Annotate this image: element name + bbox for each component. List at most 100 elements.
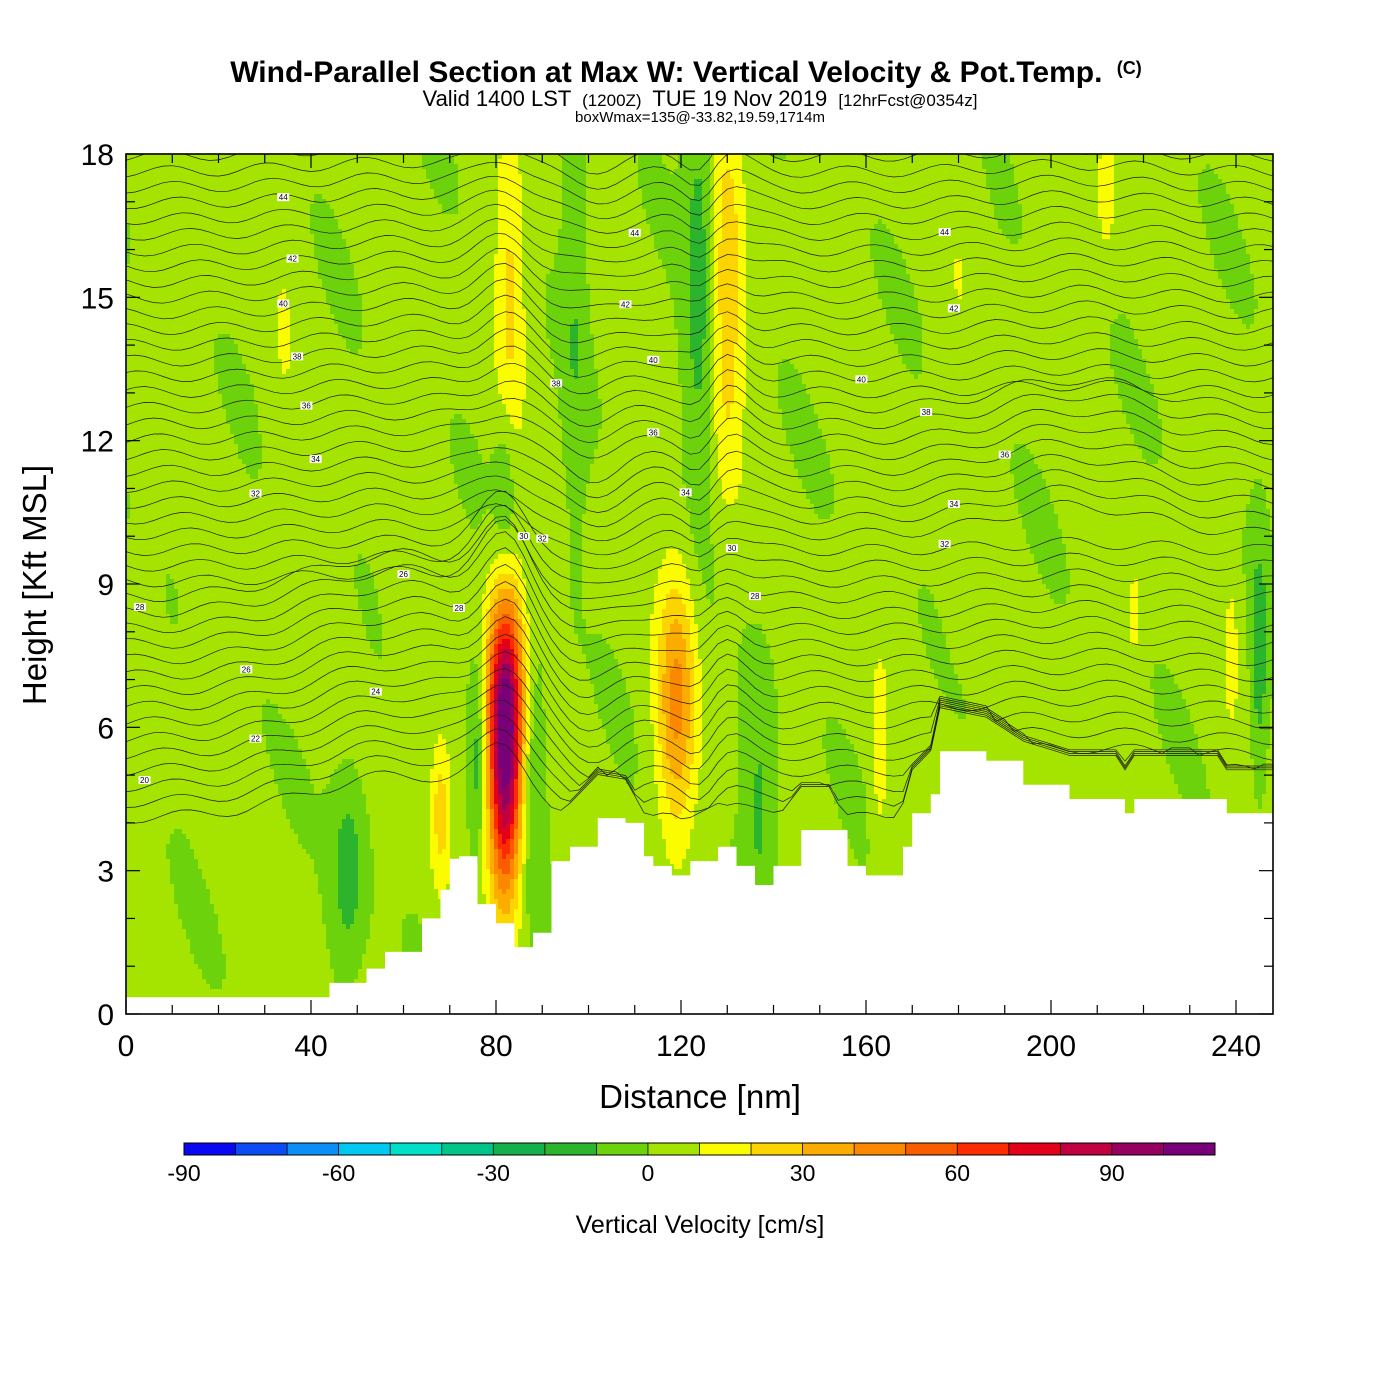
velocity-cell	[126, 974, 203, 980]
velocity-cell	[682, 669, 691, 675]
velocity-cell	[1246, 639, 1255, 645]
velocity-cell	[494, 664, 499, 670]
velocity-cell	[330, 949, 367, 955]
velocity-cell	[914, 294, 959, 300]
velocity-cell	[1114, 369, 1147, 375]
velocity-cell	[582, 529, 691, 535]
velocity-cell	[190, 944, 223, 950]
velocity-cell	[738, 239, 747, 245]
velocity-cell	[514, 864, 519, 870]
colorbar-swatch	[1163, 1143, 1216, 1155]
velocity-cell	[514, 774, 519, 780]
velocity-cell	[322, 909, 343, 915]
velocity-cell	[358, 834, 371, 840]
velocity-cell	[710, 354, 715, 360]
velocity-cell	[166, 844, 191, 850]
velocity-cell	[878, 284, 915, 290]
velocity-cell	[694, 374, 703, 380]
velocity-cell	[558, 414, 603, 420]
velocity-cell	[510, 684, 515, 690]
velocity-cell	[578, 329, 591, 335]
velocity-cell	[746, 344, 899, 350]
velocity-cell	[490, 799, 495, 805]
velocity-cell	[526, 644, 531, 650]
velocity-cell	[446, 824, 451, 830]
colorbar-swatch	[1060, 1143, 1113, 1155]
velocity-cell	[870, 234, 895, 240]
velocity-cell	[526, 724, 531, 730]
velocity-cell	[126, 749, 267, 755]
theta-label-bg	[749, 592, 761, 601]
velocity-cell	[654, 724, 659, 730]
velocity-cell	[514, 909, 523, 915]
velocity-cell	[126, 459, 243, 465]
velocity-cell	[1266, 644, 1273, 650]
velocity-cell	[494, 259, 507, 265]
velocity-cell	[746, 389, 779, 395]
velocity-cell	[514, 679, 519, 685]
velocity-cell	[710, 179, 715, 185]
theta-contour-label: 34	[311, 455, 320, 464]
velocity-cell	[1254, 604, 1267, 610]
velocity-cell	[338, 884, 359, 890]
velocity-cell	[1138, 604, 1231, 610]
velocity-cell	[570, 569, 583, 575]
velocity-cell	[1254, 279, 1273, 285]
velocity-cell	[522, 679, 527, 685]
velocity-cell	[686, 664, 695, 670]
velocity-cell	[242, 359, 283, 365]
velocity-cell	[126, 844, 167, 850]
velocity-cell	[366, 794, 431, 800]
velocity-cell	[874, 704, 887, 710]
velocity-cell	[218, 374, 251, 380]
velocity-cell	[586, 509, 691, 515]
velocity-cell	[654, 729, 659, 735]
velocity-cell	[290, 819, 343, 825]
velocity-cell	[214, 339, 235, 345]
velocity-cell	[1246, 599, 1255, 605]
theta-contour-line	[126, 547, 1273, 646]
velocity-cell	[682, 764, 691, 770]
velocity-cell	[666, 729, 675, 735]
velocity-cell	[714, 174, 723, 180]
velocity-cell	[670, 674, 683, 680]
velocity-cell	[578, 364, 595, 370]
velocity-cell	[506, 269, 515, 275]
velocity-cell	[1262, 714, 1271, 720]
velocity-cell	[698, 639, 743, 645]
velocity-cell	[682, 444, 711, 450]
velocity-cell	[738, 224, 747, 230]
velocity-cell	[526, 329, 547, 335]
velocity-cell	[510, 789, 515, 795]
velocity-cell	[514, 719, 519, 725]
velocity-cell	[1154, 389, 1273, 395]
velocity-cell	[746, 364, 779, 370]
velocity-cell	[278, 324, 291, 330]
velocity-cell	[826, 444, 1015, 450]
velocity-cell	[694, 734, 703, 740]
velocity-cell	[778, 714, 875, 720]
velocity-cell	[922, 584, 927, 590]
velocity-cell	[586, 264, 663, 270]
y-tick-label: 9	[97, 569, 114, 602]
velocity-cell	[590, 674, 623, 680]
velocity-cell	[554, 359, 571, 365]
velocity-cell	[666, 274, 691, 280]
velocity-cell	[590, 469, 683, 475]
velocity-cell	[1270, 744, 1273, 750]
velocity-cell	[482, 809, 487, 815]
velocity-cell	[522, 209, 563, 215]
velocity-cell	[1246, 574, 1255, 580]
velocity-cell	[822, 744, 855, 750]
velocity-cell	[590, 289, 671, 295]
velocity-cell	[1130, 599, 1139, 605]
velocity-cell	[714, 359, 723, 365]
velocity-cell	[602, 399, 683, 405]
velocity-cell	[678, 159, 711, 165]
theta-label-bg	[277, 299, 290, 308]
velocity-cell	[478, 444, 499, 450]
velocity-cell	[494, 624, 499, 630]
velocity-cell	[382, 654, 483, 660]
velocity-cell	[722, 339, 739, 345]
velocity-cell	[722, 239, 739, 245]
